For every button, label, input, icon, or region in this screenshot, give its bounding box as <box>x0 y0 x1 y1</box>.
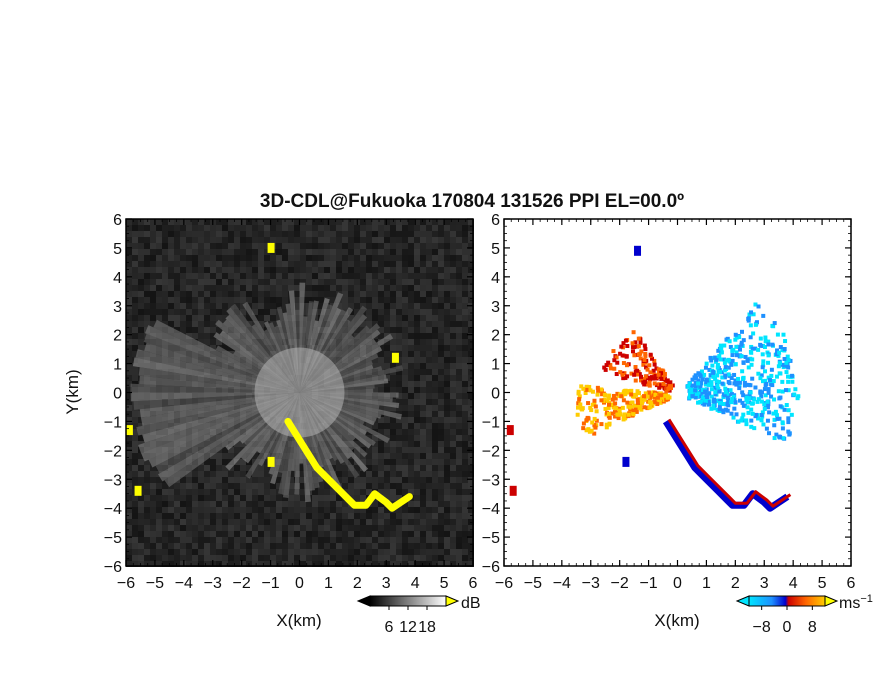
reflectivity-y-tick-label: 4 <box>113 270 122 287</box>
colorbar-tick-label: 8 <box>808 619 817 636</box>
velocity-x-tick-label: 1 <box>702 575 711 592</box>
velocity-x-tick-label: 3 <box>760 575 769 592</box>
reflectivity-x-tick-label: 2 <box>353 575 362 592</box>
reflectivity-x-tick-label: 0 <box>295 575 304 592</box>
velocity-x-axis-label: X(km) <box>654 611 699 630</box>
reflectivity-x-tick-label: −4 <box>175 575 193 592</box>
strong-echo-spot <box>267 456 275 467</box>
velocity-y-tick-label: −6 <box>482 559 500 576</box>
colorbar-tick-label: 0 <box>783 619 792 636</box>
colorbar-tick-label: −8 <box>753 619 771 636</box>
reflectivity-strong-echoes <box>125 242 413 512</box>
reflectivity-x-tick-label: −2 <box>233 575 251 592</box>
reflectivity-y-tick-label: −6 <box>104 559 122 576</box>
velocity-x-tick-label: −1 <box>639 575 657 592</box>
colorbar-tick-label: 12 <box>399 619 417 636</box>
reflectivity-colorbar-unit: dB <box>461 595 481 612</box>
strong-echo-spot <box>391 352 399 363</box>
colorbar-tick-label: 6 <box>385 619 394 636</box>
strong-echo-spot <box>267 242 275 253</box>
velocity-x-tick-label: −6 <box>495 575 513 592</box>
velocity-y-tick-label: −2 <box>482 443 500 460</box>
velocity-y-tick-label: 6 <box>491 212 500 229</box>
velocity-plot-area <box>504 219 851 566</box>
strong-echo-spot <box>134 485 142 496</box>
reflectivity-x-tick-label: 3 <box>382 575 391 592</box>
velocity-panel: −6 −5 −4 −3 −2 −1 0 1 2 3 4 5 6 6 5 4 3 2 1 0 −1 −2 −3 −4 −5−6 … <box>482 212 856 630</box>
reflectivity-y-tick-label: −3 <box>104 472 122 489</box>
reflectivity-x-ticks: −6 −5 −4 −3 −2 −1 0 1 2 3 4 5 6 <box>117 219 478 592</box>
velocity-band-positive <box>667 418 792 508</box>
velocity-x-tick-label: 0 <box>673 575 682 592</box>
reflectivity-y-tick-label: −4 <box>104 501 122 518</box>
velocity-y-tick-label: −1 <box>482 414 500 431</box>
reflectivity-echo-fan <box>130 282 404 503</box>
reflectivity-y-tick-label: 6 <box>113 212 122 229</box>
velocity-y-tick-label: 0 <box>491 386 500 403</box>
velocity-y-tick-label: −3 <box>482 472 500 489</box>
velocity-x-ticks: −6 −5 −4 −3 −2 −1 0 1 2 3 4 5 6 <box>495 219 856 592</box>
reflectivity-y-ticks: 6 5 4 3 2 1 0 −1 −2 −3 −4 −5 −6 <box>104 212 473 576</box>
reflectivity-y-tick-label: −5 <box>104 530 122 547</box>
reflectivity-x-tick-label: −6 <box>117 575 135 592</box>
reflectivity-x-tick-label: 1 <box>324 575 333 592</box>
velocity-y-tick-label: −4 <box>482 501 500 518</box>
reflectivity-x-axis-label: X(km) <box>276 611 321 630</box>
reflectivity-y-tick-label: −2 <box>104 443 122 460</box>
reflectivity-panel: −6 −5 −4 −3 −2 −1 0 1 2 3 4 5 6 6 5 4 3 2 1 0 −1 −2 −3 −4 −5−6 … <box>63 212 478 630</box>
reflectivity-y-tick-label: 5 <box>113 241 122 258</box>
velocity-y-tick-label: 2 <box>491 328 500 345</box>
reflectivity-x-tick-label: −3 <box>204 575 222 592</box>
velocity-x-tick-label: −4 <box>553 575 571 592</box>
colorbar-tick-label: 18 <box>418 619 436 636</box>
reflectivity-y-tick-label: −1 <box>104 414 122 431</box>
velocity-echoes <box>506 245 801 512</box>
reflectivity-y-tick-label: 1 <box>113 357 122 374</box>
velocity-y-tick-label: 4 <box>491 270 500 287</box>
velocity-colorbar: −8 0 8 ms−1 <box>735 593 873 636</box>
reflectivity-x-tick-label: 6 <box>469 575 478 592</box>
velocity-x-tick-label: 5 <box>818 575 827 592</box>
reflectivity-x-tick-label: 4 <box>411 575 420 592</box>
velocity-y-tick-label: −5 <box>482 530 500 547</box>
velocity-x-tick-label: 4 <box>789 575 798 592</box>
velocity-y-tick-label: 1 <box>491 357 500 374</box>
reflectivity-y-tick-label: 0 <box>113 386 122 403</box>
reflectivity-y-tick-label: 3 <box>113 299 122 316</box>
reflectivity-y-axis-label: Y(km) <box>63 369 82 414</box>
velocity-y-tick-label: 5 <box>491 241 500 258</box>
velocity-x-tick-label: 2 <box>731 575 740 592</box>
strong-echo-spot <box>125 425 133 436</box>
reflectivity-x-tick-label: 5 <box>440 575 449 592</box>
reflectivity-y-tick-label: 2 <box>113 328 122 345</box>
velocity-band-negative <box>662 419 790 512</box>
velocity-x-tick-label: −2 <box>611 575 629 592</box>
reflectivity-colorbar: 6 12 18 dB <box>356 595 481 636</box>
velocity-colorbar-unit: ms−1 <box>839 593 873 612</box>
velocity-y-tick-label: 3 <box>491 299 500 316</box>
velocity-x-tick-label: −5 <box>524 575 542 592</box>
reflectivity-x-tick-label: −1 <box>261 575 279 592</box>
velocity-x-tick-label: 6 <box>847 575 856 592</box>
velocity-y-ticks: 6 5 4 3 2 1 0 −1 −2 −3 −4 −5 −6 <box>482 212 851 576</box>
velocity-x-tick-label: −3 <box>582 575 600 592</box>
figure-title: 3D-CDL@Fukuoka 170804 131526 PPI EL=00.0… <box>260 191 684 212</box>
strong-echo-band <box>284 417 413 512</box>
reflectivity-x-tick-label: −5 <box>146 575 164 592</box>
